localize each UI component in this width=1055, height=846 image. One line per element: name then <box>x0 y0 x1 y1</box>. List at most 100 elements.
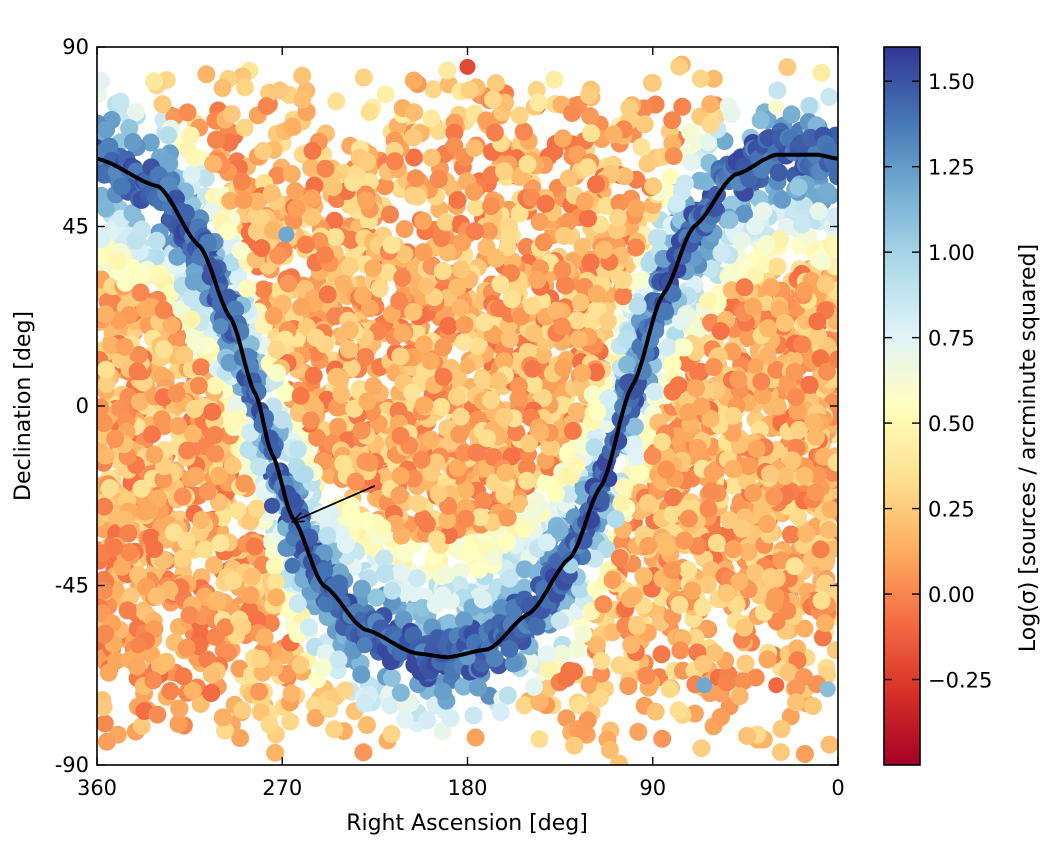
density-point <box>100 479 119 498</box>
density-point <box>587 363 605 382</box>
density-point <box>265 557 284 576</box>
density-point <box>253 663 272 682</box>
density-point <box>140 501 159 520</box>
density-point <box>581 253 600 272</box>
density-point <box>495 162 514 181</box>
density-point <box>421 430 440 449</box>
density-point <box>661 168 680 186</box>
density-point <box>568 640 587 658</box>
density-point <box>395 220 414 239</box>
density-point <box>705 643 724 662</box>
density-point <box>436 213 455 232</box>
density-point <box>448 191 467 210</box>
density-point <box>391 683 410 702</box>
density-point <box>180 606 199 625</box>
density-point <box>358 392 377 411</box>
density-point <box>524 375 543 394</box>
density-point <box>310 232 329 251</box>
density-point <box>344 173 362 192</box>
density-point <box>753 386 772 405</box>
density-point <box>482 197 501 216</box>
density-point <box>132 716 151 735</box>
density-point <box>569 696 588 715</box>
density-point <box>617 330 636 349</box>
density-point <box>625 417 644 436</box>
density-point <box>360 103 379 121</box>
density-point <box>622 635 641 654</box>
density-point <box>102 336 121 355</box>
density-point <box>747 439 766 458</box>
density-point <box>383 668 401 687</box>
density-point <box>347 511 366 530</box>
density-point <box>793 335 812 354</box>
density-point <box>732 231 751 250</box>
density-point <box>132 264 151 283</box>
density-point <box>260 715 279 734</box>
density-point <box>209 493 228 512</box>
density-point <box>438 61 457 80</box>
density-point <box>390 486 409 505</box>
density-point <box>234 191 253 210</box>
density-point <box>809 326 827 345</box>
density-point <box>722 104 741 123</box>
density-point <box>491 275 510 294</box>
density-point <box>393 324 412 343</box>
density-point <box>173 487 192 506</box>
density-point <box>701 409 720 428</box>
density-point <box>816 574 835 593</box>
density-point <box>671 641 690 660</box>
density-point <box>800 375 819 394</box>
density-point <box>485 123 504 142</box>
density-point <box>223 456 242 475</box>
density-point <box>132 479 151 498</box>
density-point <box>131 283 150 302</box>
density-point <box>354 743 373 762</box>
density-point <box>185 148 204 167</box>
density-point <box>403 383 422 402</box>
density-point <box>167 384 186 403</box>
density-point <box>451 562 470 581</box>
density-point <box>233 701 252 720</box>
density-point <box>448 387 466 406</box>
density-point <box>785 557 804 576</box>
density-point <box>795 668 813 687</box>
density-point <box>445 123 464 142</box>
density-point <box>667 194 686 213</box>
density-point <box>644 177 663 196</box>
density-point <box>221 191 240 210</box>
density-point <box>203 402 222 421</box>
density-point <box>432 229 451 247</box>
density-point <box>515 519 534 538</box>
density-point <box>819 521 838 539</box>
density-point <box>724 406 743 425</box>
density-point <box>395 245 414 264</box>
density-point <box>474 491 493 510</box>
density-point <box>97 732 116 751</box>
density-point <box>198 482 217 501</box>
density-point <box>545 142 564 161</box>
density-point <box>574 624 593 643</box>
density-point <box>279 274 298 293</box>
density-point <box>826 641 838 660</box>
density-point <box>615 167 634 186</box>
density-point <box>97 374 116 393</box>
density-point <box>590 689 609 708</box>
density-point <box>183 424 202 443</box>
density-point <box>336 681 355 700</box>
density-point <box>99 663 118 682</box>
density-point <box>781 707 800 726</box>
density-point <box>288 594 307 613</box>
density-point <box>187 467 205 485</box>
density-point <box>97 120 116 139</box>
density-point <box>224 571 243 590</box>
density-point <box>142 425 161 444</box>
density-point <box>415 335 433 354</box>
density-point <box>192 358 211 377</box>
density-point <box>517 458 536 477</box>
density-point <box>809 202 828 221</box>
density-point <box>719 267 738 286</box>
density-point <box>631 464 650 483</box>
density-point <box>701 115 720 134</box>
density-point <box>181 126 200 145</box>
density-point <box>537 645 556 664</box>
